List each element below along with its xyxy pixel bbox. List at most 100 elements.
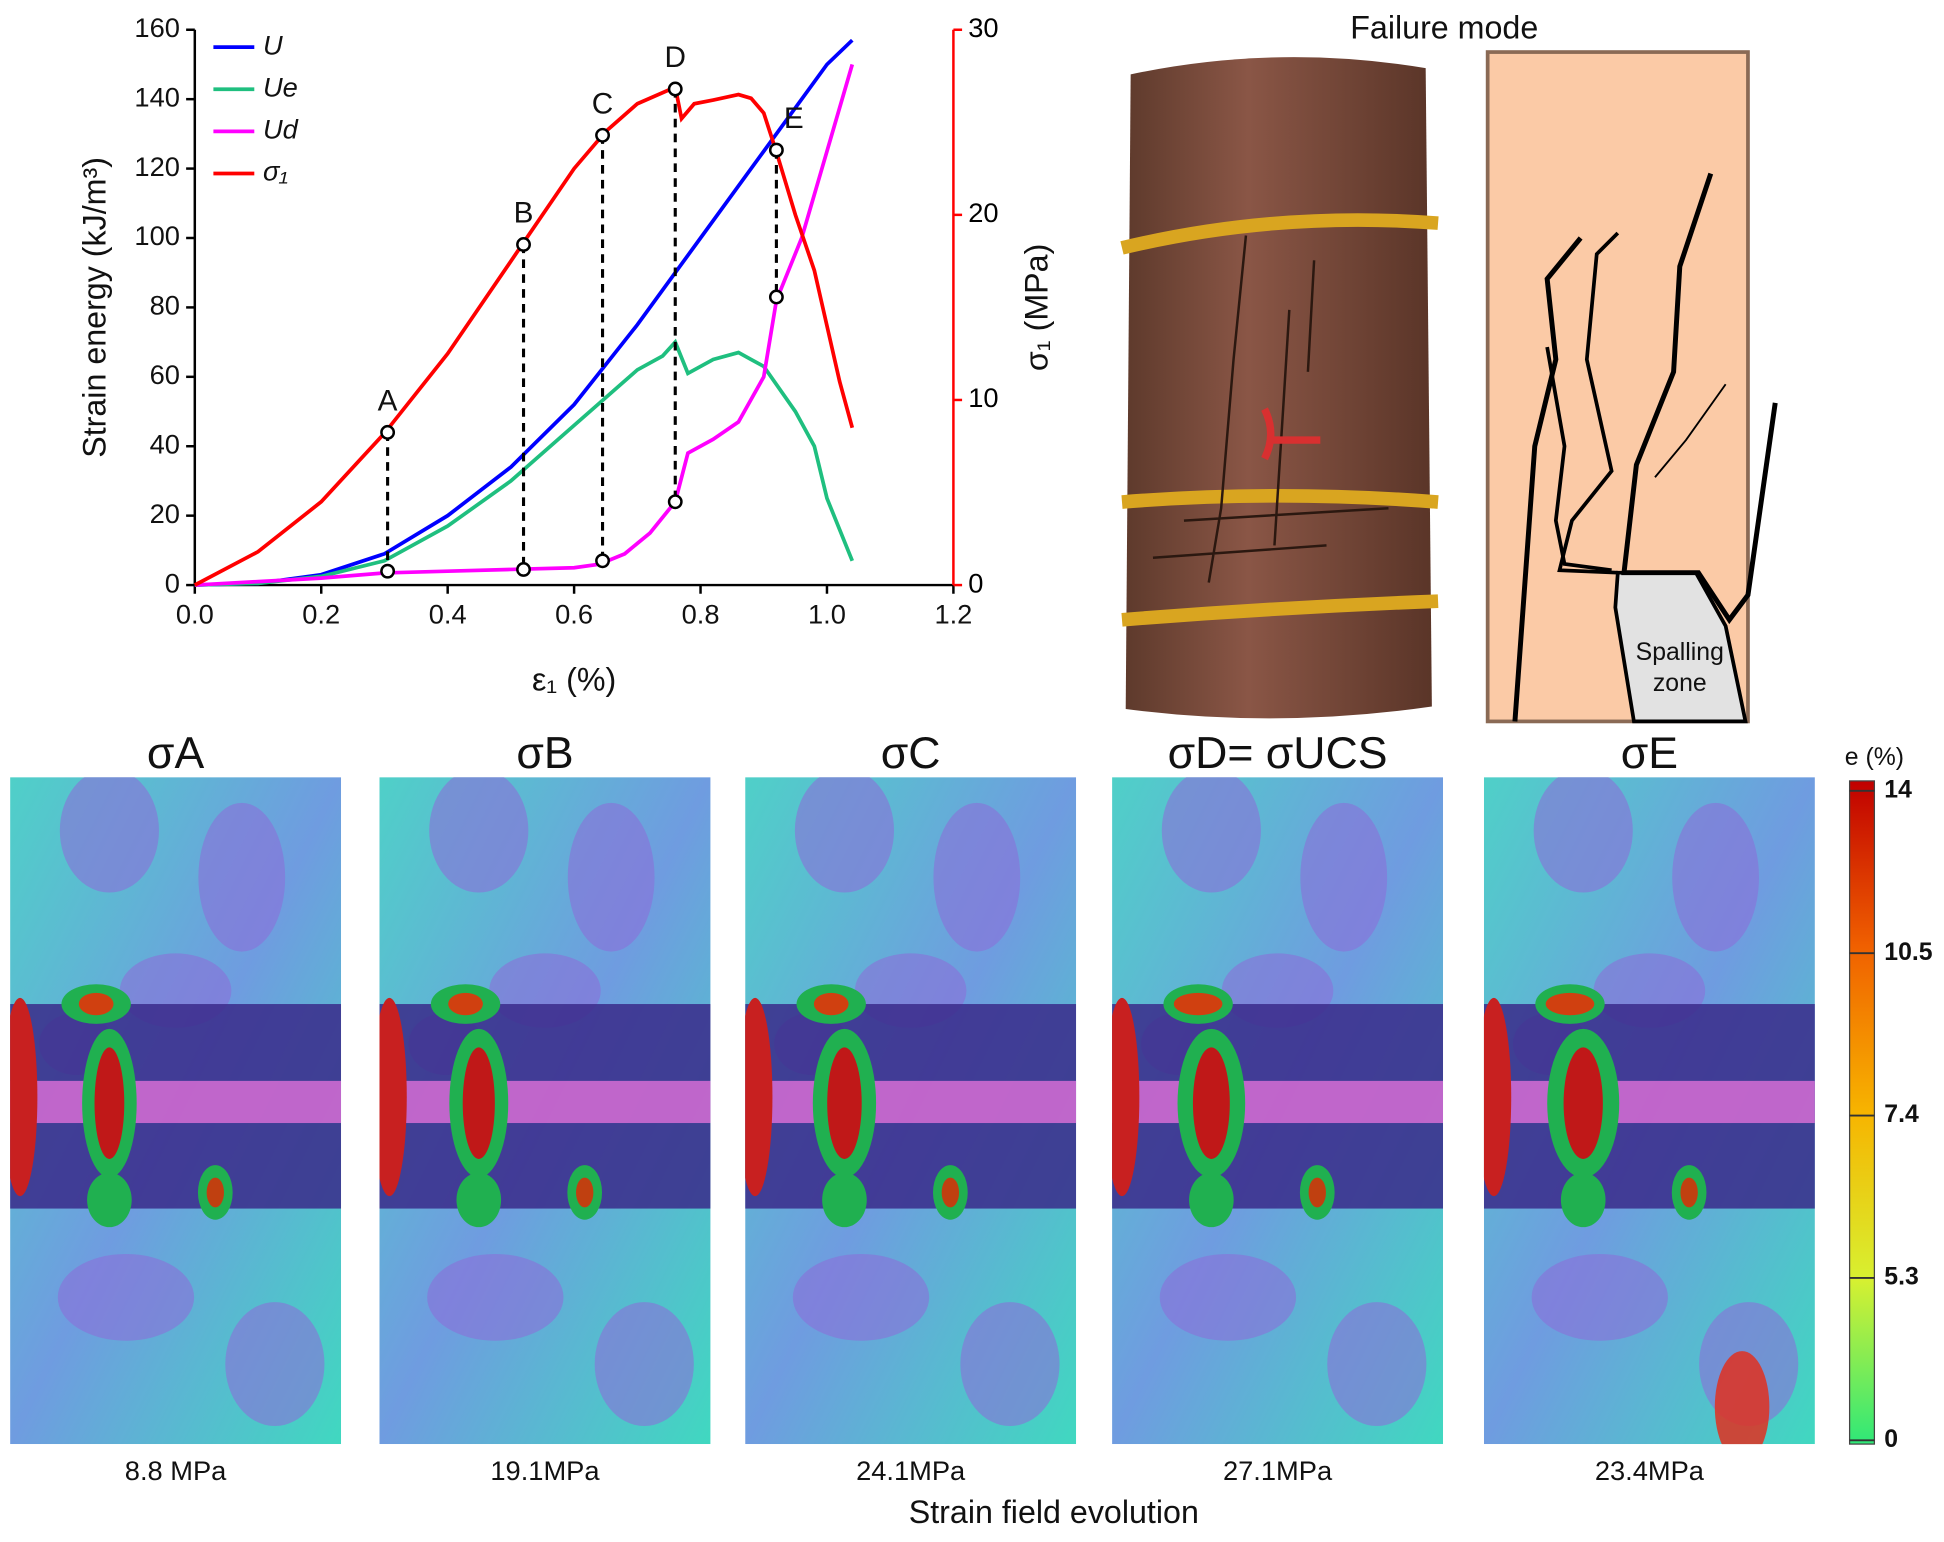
y2-tick-label: 10 (968, 382, 998, 413)
strain-concentration (745, 997, 773, 1197)
strain-concentration (87, 1172, 132, 1228)
strain-concentration (822, 1172, 867, 1228)
point-label: D (665, 41, 686, 74)
field-blob (59, 777, 159, 893)
strain-concentration (1680, 1177, 1698, 1208)
y2-tick-label: 20 (968, 197, 998, 228)
panel-stress: 19.1MPa (490, 1455, 600, 1486)
point-label: B (514, 197, 534, 230)
band-stripe (1483, 1080, 1815, 1124)
y-tick-label: 140 (134, 81, 180, 112)
strain-concentration (827, 1047, 862, 1159)
zone-label: Spalling (1636, 639, 1724, 666)
legend-label: U (263, 29, 283, 60)
strain-field-layer (1112, 777, 1444, 1445)
strain-concentration (1563, 1047, 1603, 1159)
strain-concentration (1173, 992, 1223, 1016)
strain-concentration (941, 1177, 960, 1208)
colorbar-label: e (%) (1845, 744, 1904, 771)
strain-concentration (1192, 1047, 1230, 1159)
colorbar-tick-label: 7.4 (1884, 1101, 1919, 1128)
energy-point (667, 494, 683, 510)
series-line (193, 84, 855, 587)
colorbar-tick-label: 10.5 (1884, 939, 1932, 966)
y-tick-label: 60 (150, 359, 180, 390)
y-tick-label: 120 (134, 151, 180, 182)
strain-concentration (10, 997, 38, 1197)
panel-title: σD= σUCS (1168, 729, 1388, 778)
strain-concentration (94, 1047, 125, 1159)
point-label: C (592, 87, 613, 120)
y-tick-label: 160 (134, 12, 180, 43)
strain-field-image (379, 777, 711, 1445)
band-stripe (745, 1080, 1077, 1124)
field-blob (57, 1253, 195, 1341)
band-stripe (1112, 1080, 1444, 1124)
failure-sketch (1485, 50, 1778, 724)
x-axis-title: ε₁ (%) (532, 661, 616, 697)
field-blob (427, 1253, 564, 1341)
field-blob (1533, 777, 1633, 893)
stress-point (667, 81, 683, 97)
strain-field-image (1483, 777, 1815, 1445)
caption: Strain field evolution (909, 1494, 1199, 1530)
strain-concentration (78, 992, 114, 1016)
energy-point (768, 289, 784, 305)
x-tick-label: 0.0 (176, 598, 214, 629)
energy-point (516, 562, 531, 577)
panel-title: σE (1621, 729, 1678, 778)
strain-field-layer (745, 777, 1077, 1445)
strain-field-layer (379, 777, 711, 1445)
failure-title: Failure mode (1350, 9, 1538, 45)
strain-concentration (1308, 1177, 1326, 1208)
field-blob (1531, 1253, 1668, 1341)
strain-field-image (1112, 777, 1444, 1445)
y-tick-label: 20 (150, 498, 180, 529)
y-axis-title: Strain energy (kJ/m³) (76, 157, 112, 458)
strain-concentration (1560, 1172, 1606, 1228)
strain-concentration (462, 1047, 495, 1159)
specimen-photo (1120, 57, 1439, 719)
y2-tick-label: 30 (968, 12, 998, 43)
strain-field-layer (1483, 777, 1815, 1445)
stress-point (516, 237, 531, 252)
field-blob (594, 1302, 694, 1427)
x-tick-label: 0.2 (302, 598, 340, 629)
field-blob (1672, 802, 1759, 952)
strain-concentration (576, 1177, 594, 1208)
field-blob (1300, 802, 1388, 952)
panel-stress: 8.8 MPa (125, 1455, 227, 1486)
strain-concentration (1189, 1172, 1234, 1228)
band-stripe (379, 1080, 711, 1124)
field-blob (1327, 1302, 1427, 1427)
field-blob (1159, 1253, 1297, 1341)
colorbar-tick-label: 0 (1884, 1426, 1898, 1453)
strain-concentration (456, 1172, 502, 1228)
legend-label: Ue (263, 71, 298, 102)
strain-concentration (1483, 997, 1512, 1197)
energy-point (595, 553, 610, 569)
y2-axis-title: σ₁ (MPa) (1018, 244, 1054, 371)
strain-concentration (1112, 997, 1140, 1197)
field-blob (794, 777, 895, 893)
field-blob (198, 802, 286, 952)
panel-stress: 24.1MPa (856, 1455, 966, 1486)
legend-label: Ud (263, 114, 299, 145)
zone-label: zone (1653, 670, 1707, 697)
panel-title: σA (147, 729, 205, 778)
strain-concentration (813, 992, 849, 1016)
strain-concentration (1545, 992, 1595, 1016)
stress-point (380, 424, 396, 440)
strain-field-image (745, 777, 1077, 1445)
strain-field-image (10, 777, 342, 1445)
x-tick-label: 0.8 (682, 598, 720, 629)
y2-tick-label: 0 (968, 567, 983, 598)
stress-point (595, 127, 610, 143)
x-tick-label: 0.6 (555, 598, 593, 629)
field-blob (567, 802, 655, 952)
x-tick-label: 1.2 (934, 598, 972, 629)
field-blob (792, 1253, 930, 1341)
y-tick-label: 0 (165, 567, 180, 598)
panel-title: σC (881, 729, 941, 778)
